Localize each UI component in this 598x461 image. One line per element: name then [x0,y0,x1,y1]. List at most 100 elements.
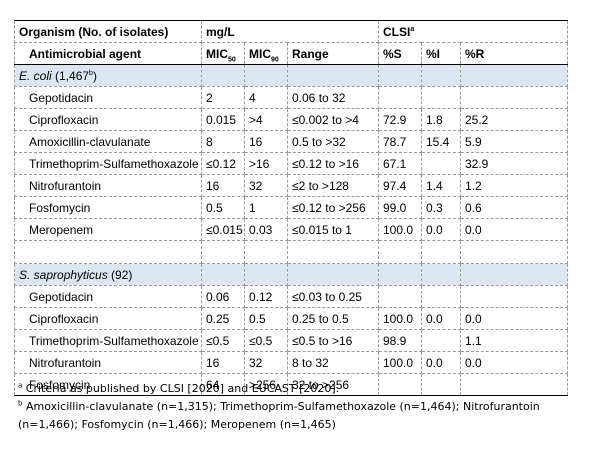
group-title-cell: E. coli (1,467b) [14,64,202,87]
pct-i-header: %I [421,42,461,65]
group-band-cell [287,64,379,87]
pct-r-cell [460,86,568,109]
footnote-a-text: Criteria as published by CLSI [2020] and… [22,382,340,395]
footnotes: a Criteria as published by CLSI [2020] a… [18,380,588,434]
pct-i-cell: 15.4 [421,130,461,153]
header-row-2: Antimicrobial agent MIC50 MIC90 Range %S… [14,42,568,65]
mic50-header: MIC50 [201,42,245,65]
agent-cell: Fosfomycin [14,373,202,396]
footnote-b-text: Amoxicillin-clavulanate (n=1,315); Trime… [18,400,540,431]
range-cell: 0.5 to >32 [287,130,379,153]
pct-i-cell: 1.8 [421,108,461,131]
range-cell: 8 to 32 [287,351,379,374]
mic90-cell: ≤0.5 [244,329,288,352]
header-row-1: Organism (No. of isolates) mg/L CLSIa [14,20,568,43]
pct-r-cell: 1.1 [460,329,568,352]
pct-s-header: %S [378,42,422,65]
pct-i-cell [421,285,461,308]
mic90-cell: 0.5 [244,307,288,330]
pct-r-cell [460,373,568,396]
mic50-cell: ≤0.5 [201,329,245,352]
table-row: Gepotidacin 0.06 0.12 ≤0.03 to 0.25 [14,285,568,308]
isolate-count: (92) [107,267,133,282]
mic90-cell: 4 [244,86,288,109]
pct-s-cell: 98.9 [378,329,422,352]
mic90-cell: 1 [244,196,288,219]
empty-cell [378,240,422,264]
isolate-count-close: ) [92,68,97,83]
mic90-header: MIC90 [244,42,288,65]
footnote-b: b Amoxicillin-clavulanate (n=1,315); Tri… [18,398,588,434]
table-row: Ciprofloxacin 0.015 >4 ≤0.002 to >4 72.9 1.8 2… [14,108,568,131]
group-band-cell [378,263,422,286]
range-cell: ≤0.002 to >4 [287,108,379,131]
agent-cell: Ciprofloxacin [14,108,202,131]
pct-s-cell: 78.7 [378,130,422,153]
isolate-count-mark: b [89,69,93,77]
pct-i-cell: 0.0 [421,307,461,330]
agent-cell: Amoxicillin-clavulanate [14,130,202,153]
pct-r-cell: 0.6 [460,196,568,219]
table-row: Fosfomycin 0.5 1 ≤0.12 to >256 99.0 0.3 0.6 [14,196,568,219]
mic90-cell: >16 [244,152,288,175]
table-row: Fosfomycin 64 >256 32 to >256 [14,373,568,396]
pct-s-cell: 100.0 [378,218,422,241]
organism-name: S. saprophyticus [19,267,108,282]
mic50-cell: 0.06 [201,285,245,308]
group-title-cell: S. saprophyticus (92) [14,263,202,286]
clsi-footnote-mark: a [410,25,415,33]
susceptibility-table: Organism (No. of isolates) mg/L CLSIa An… [14,20,568,396]
organism-header: Organism (No. of isolates) [14,20,202,43]
mic90-cell: 0.12 [244,285,288,308]
pct-s-cell: 67.1 [378,152,422,175]
table-row: Amoxicillin-clavulanate 8 16 0.5 to >32 78.7… [14,130,568,153]
pct-r-cell: 0.0 [460,218,568,241]
mic50-cell: 0.015 [201,108,245,131]
mic50-cell: 0.5 [201,196,245,219]
mic90-cell: 0.03 [244,218,288,241]
range-cell: ≤0.015 to 1 [287,218,379,241]
pct-i-cell: 0.3 [421,196,461,219]
table-row: Gepotidacin 2 4 0.06 to 32 [14,86,568,109]
empty-cell [460,240,568,264]
agent-cell: Ciprofloxacin [14,307,202,330]
pct-s-cell: 72.9 [378,108,422,131]
table-row: Trimethoprim-Sulfamethoxazole ≤0.12 >16 ≤0.… [14,152,568,175]
pct-r-cell [460,285,568,308]
table-row: Trimethoprim-Sulfamethoxazole ≤0.5 ≤0.5 ≤0.… [14,329,568,352]
agent-cell: Gepotidacin [14,285,202,308]
footnote-a: a Criteria as published by CLSI [2020] a… [18,380,588,398]
group-band-cell [460,263,568,286]
isolate-count: (1,467 [51,68,90,83]
group-band-cell [421,263,461,286]
empty-cell [287,240,379,264]
group-band-cell [201,64,245,87]
range-cell: ≤0.03 to 0.25 [287,285,379,308]
range-cell: ≤0.5 to >16 [287,329,379,352]
pct-i-cell: 0.0 [421,218,461,241]
group-band-cell [244,64,288,87]
agent-cell: Gepotidacin [14,86,202,109]
pct-i-cell: 0.0 [421,351,461,374]
range-cell: 0.25 to 0.5 [287,307,379,330]
pct-i-cell [421,329,461,352]
range-header: Range [287,42,379,65]
empty-cell [14,240,202,264]
empty-cell [421,240,461,264]
pct-s-cell: 100.0 [378,351,422,374]
group-band-cell [378,64,422,87]
group-band-cell [244,263,288,286]
group-band-cell [460,64,568,87]
pct-r-cell: 25.2 [460,108,568,131]
range-cell: ≤2 to >128 [287,174,379,197]
pct-s-cell: 99.0 [378,196,422,219]
range-cell: 32 to >256 [287,373,379,396]
mgl-header: mg/L [201,20,379,43]
spacer-row [14,240,568,264]
pct-r-header: %R [460,42,568,65]
group-band-cell [201,263,245,286]
table-row: Nitrofurantoin 16 32 ≤2 to >128 97.4 1.4 1.2 [14,174,568,197]
table-body: Organism (No. of isolates) mg/L CLSIa An… [14,20,568,396]
agent-cell: Trimethoprim-Sulfamethoxazole [14,152,202,175]
agent-cell: Meropenem [14,218,202,241]
